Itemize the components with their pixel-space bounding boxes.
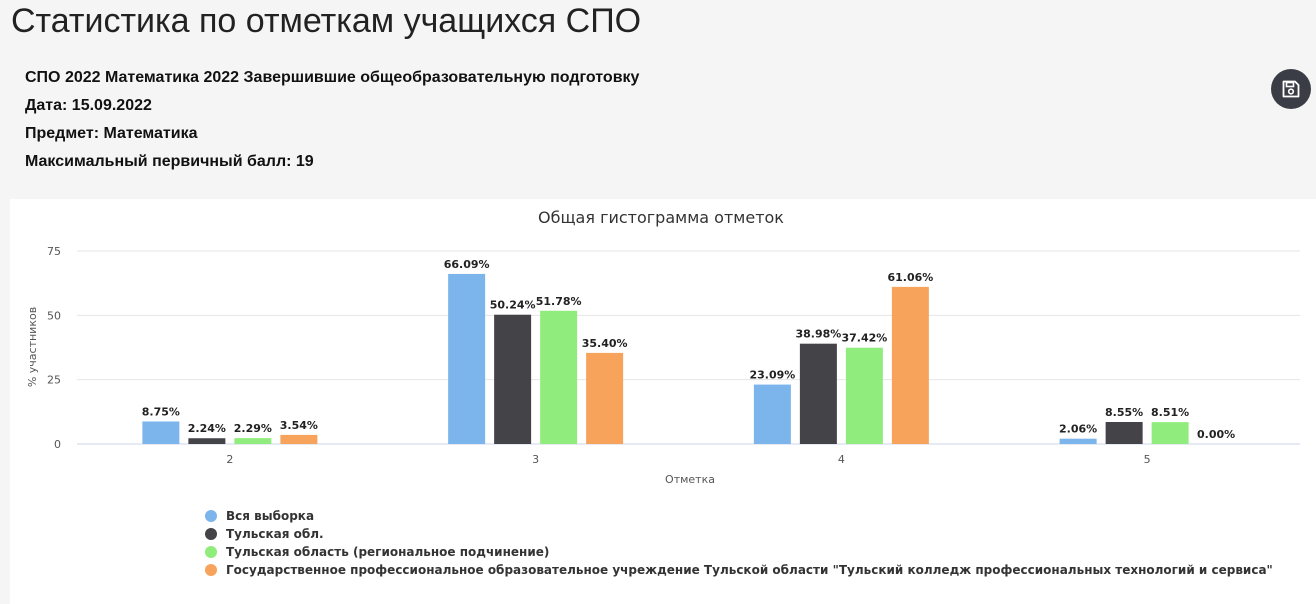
data-label: 51.78%	[536, 295, 582, 308]
legend-label: Тульская область (региональное подчинени…	[226, 545, 550, 559]
data-label: 0.00%	[1197, 428, 1235, 441]
bar[interactable]	[188, 438, 226, 444]
data-label: 8.51%	[1151, 406, 1189, 419]
test-subject: Предмет: Математика	[25, 125, 198, 142]
legend-label: Вся выборка	[226, 509, 315, 523]
bar[interactable]	[799, 343, 837, 444]
data-label: 2.29%	[234, 422, 272, 435]
x-tick-label: 2	[226, 453, 233, 466]
bar[interactable]	[280, 434, 318, 444]
y-axis-label: % участников	[26, 307, 39, 387]
data-label: 35.40%	[582, 337, 628, 350]
data-label: 8.75%	[142, 405, 180, 418]
x-axis-label: Отметка	[665, 473, 715, 486]
chart-canvas: Общая гистограмма отметок 02550758.75%2.…	[26, 208, 1300, 486]
data-label: 50.24%	[490, 299, 536, 312]
chart-legend: Вся выборка Тульская обл. Тульская облас…	[205, 507, 1273, 579]
page-title: Статистика по отметкам учащихся СПО	[11, 2, 642, 40]
max-score: Максимальный первичный балл: 19	[25, 153, 314, 170]
x-tick-label: 5	[1144, 453, 1151, 466]
data-label: 61.06%	[887, 271, 933, 284]
legend-label: Тульская обл.	[226, 527, 324, 541]
bar[interactable]	[234, 438, 272, 444]
x-tick-label: 4	[838, 453, 845, 466]
bar[interactable]	[142, 421, 180, 444]
data-label: 66.09%	[444, 258, 490, 271]
save-button[interactable]	[1271, 69, 1311, 109]
y-tick-label: 0	[54, 438, 61, 451]
legend-item[interactable]: Государственное профессиональное образов…	[205, 561, 1273, 579]
test-name: СПО 2022 Математика 2022 Завершившие общ…	[25, 69, 640, 86]
bar[interactable]	[586, 352, 624, 444]
bar[interactable]	[1151, 422, 1189, 444]
bar[interactable]	[1105, 421, 1143, 444]
data-label: 37.42%	[841, 332, 887, 345]
legend-marker	[205, 546, 217, 558]
legend-item[interactable]: Тульская обл.	[205, 525, 1273, 543]
bar[interactable]	[891, 286, 929, 444]
legend-item[interactable]: Вся выборка	[205, 507, 1273, 525]
bar[interactable]	[753, 384, 791, 444]
y-tick-label: 75	[47, 245, 61, 258]
test-info: СПО 2022 Математика 2022 Завершившие общ…	[25, 68, 639, 180]
legend-marker	[205, 510, 217, 522]
legend-marker	[205, 564, 217, 576]
y-tick-label: 25	[47, 374, 61, 387]
y-tick-label: 50	[47, 309, 61, 322]
legend-label: Государственное профессиональное образов…	[226, 563, 1273, 577]
data-label: 2.24%	[188, 422, 226, 435]
bar[interactable]	[494, 314, 532, 444]
data-label: 3.54%	[280, 419, 318, 432]
floppy-disk-icon	[1282, 80, 1300, 98]
chart-title: Общая гистограмма отметок	[538, 208, 784, 227]
bar[interactable]	[845, 347, 883, 444]
bar[interactable]	[448, 273, 486, 444]
test-date: Дата: 15.09.2022	[25, 97, 152, 114]
legend-marker	[205, 528, 217, 540]
data-label: 23.09%	[749, 369, 795, 382]
x-tick-label: 3	[532, 453, 539, 466]
data-label: 38.98%	[795, 328, 841, 341]
bar[interactable]	[1059, 438, 1097, 444]
histogram-chart: Общая гистограмма отметок 0 25 50 75 8.75% 2.…	[10, 199, 1316, 604]
legend-item[interactable]: Тульская область (региональное подчинени…	[205, 543, 1273, 561]
data-label: 8.55%	[1105, 406, 1143, 419]
data-label: 2.06%	[1059, 423, 1097, 436]
bar[interactable]	[540, 310, 578, 444]
